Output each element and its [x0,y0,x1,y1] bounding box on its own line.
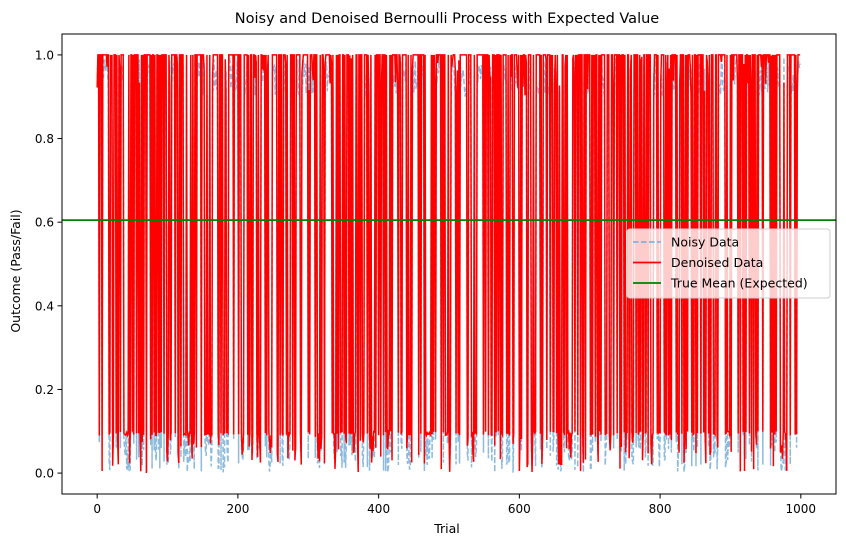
y-tick-label: 0.8 [35,132,54,146]
y-tick-label: 0.0 [35,467,54,481]
x-tick-label: 0 [93,502,101,516]
axes-frame [61,33,837,495]
chart-title: Noisy and Denoised Bernoulli Process wit… [235,11,660,27]
x-tick-label: 200 [226,502,249,516]
x-tick-label: 400 [367,502,390,516]
legend-denoised-label: Denoised Data [671,255,763,270]
legend-box [626,228,831,299]
plot-area [62,54,836,474]
y-tick-label: 0.2 [35,383,54,397]
legend-noisy-label: Noisy Data [671,235,739,250]
x-axis-label: Trial [433,521,460,536]
denoised-data-line [96,54,801,474]
legend: Noisy Data Denoised Data True Mean (Expect… [626,228,831,299]
y-tick-label: 0.4 [35,299,54,313]
legend-true-mean-label: True Mean (Expected) [670,276,808,291]
axes-layer: 0 200 400 600 800 1000 0.0 0.2 0.4 0.6 0.8 1.0 [35,33,837,516]
x-tick-label: 1000 [786,502,817,516]
x-tick-label: 600 [508,502,531,516]
y-axis-label: Outcome (Pass/Fail) [8,209,23,332]
x-tick-label: 800 [649,502,672,516]
y-tick-label: 0.6 [35,216,54,230]
y-tick-label: 1.0 [35,48,54,62]
